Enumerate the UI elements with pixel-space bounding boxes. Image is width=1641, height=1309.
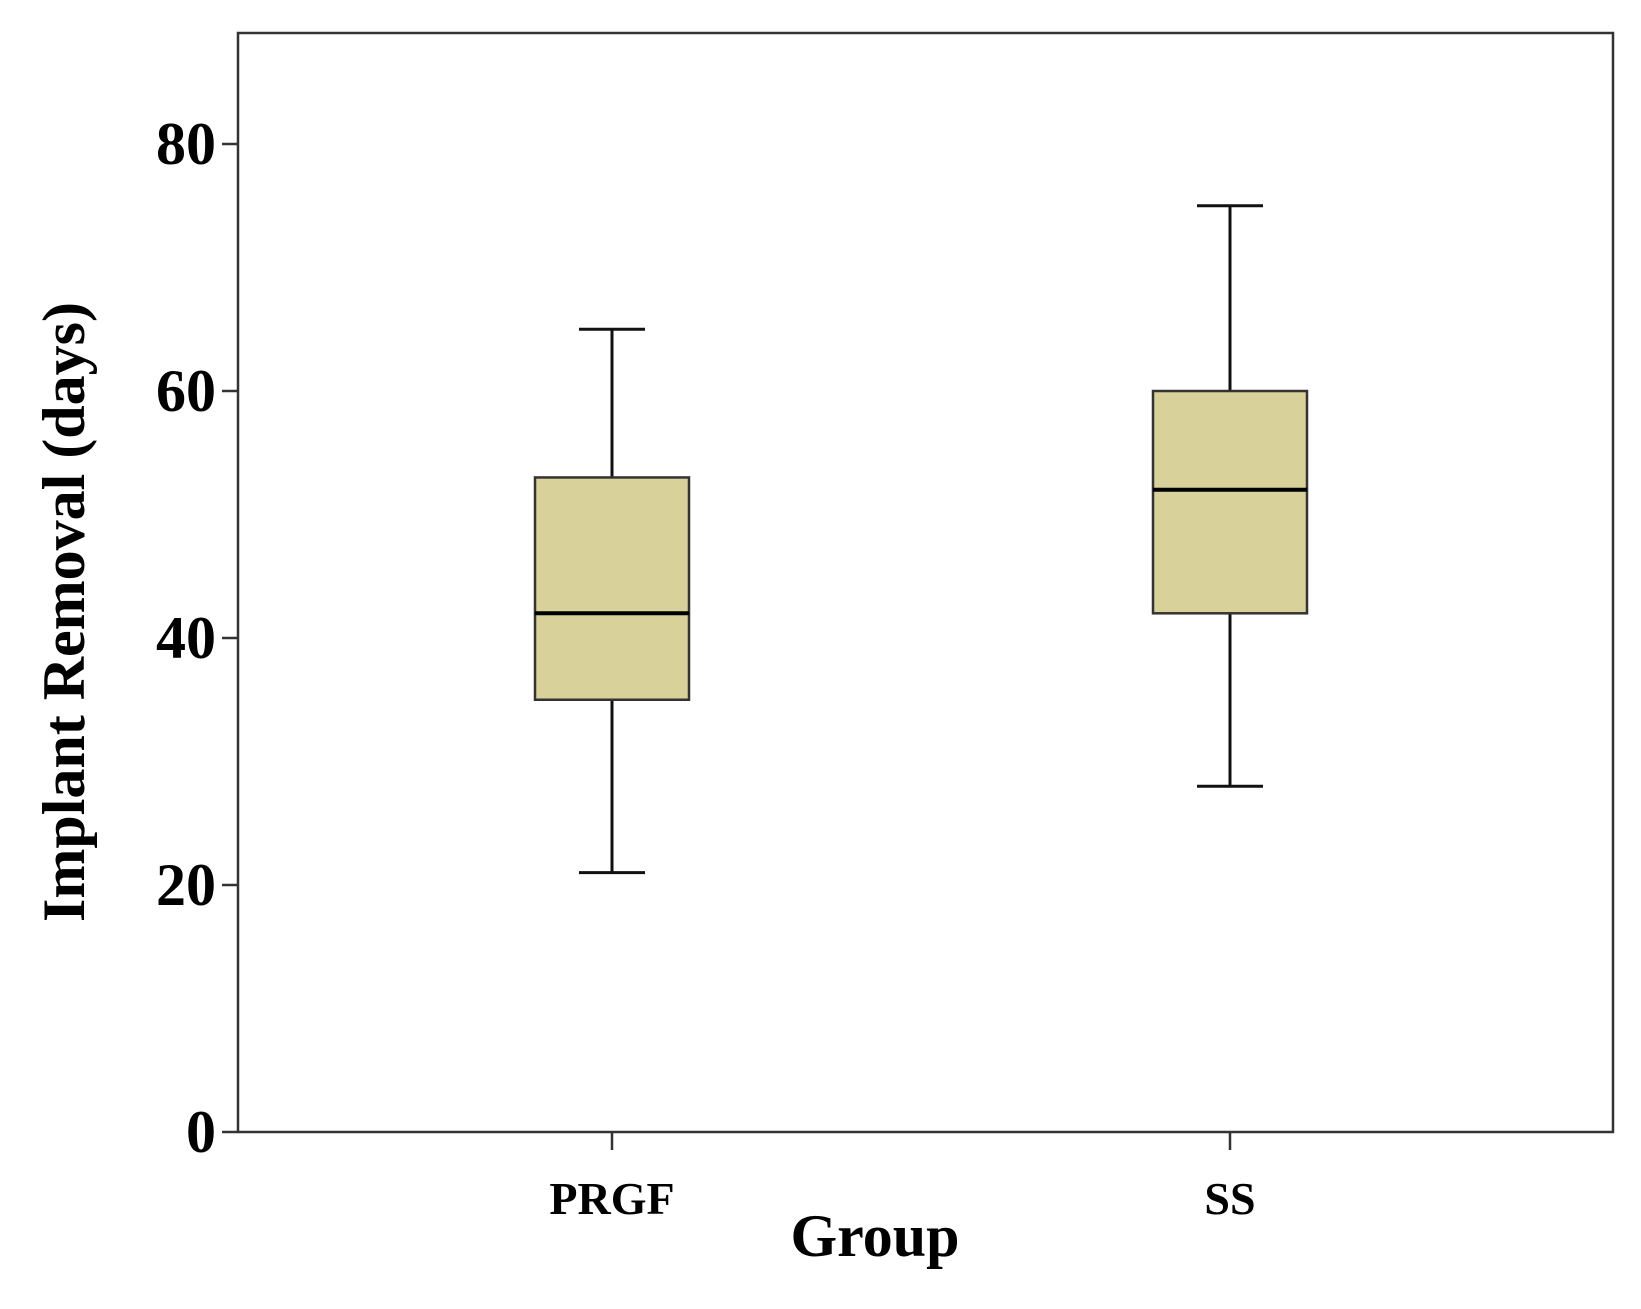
x-axis-title: Group [791, 1203, 960, 1269]
x-tick-label: PRGF [549, 1173, 674, 1224]
iqr-box [533, 476, 691, 702]
y-axis: 0 20 40 60 80 [156, 111, 238, 1165]
plot-frame [236, 31, 1615, 1134]
y-tick-label: 40 [156, 605, 216, 671]
y-tick-label: 20 [156, 852, 216, 918]
y-tick-label: 80 [156, 111, 216, 177]
y-tick-label: 0 [186, 1099, 216, 1165]
box-ss [1151, 204, 1309, 788]
x-tick-label: SS [1204, 1173, 1255, 1224]
box-series [533, 204, 1309, 875]
iqr-box [1151, 389, 1309, 615]
y-axis-title: Implant Removal (days) [31, 302, 97, 922]
box-prgf [533, 327, 691, 875]
y-tick-label: 60 [156, 358, 216, 424]
x-axis: PRGF SS [549, 1132, 1256, 1224]
